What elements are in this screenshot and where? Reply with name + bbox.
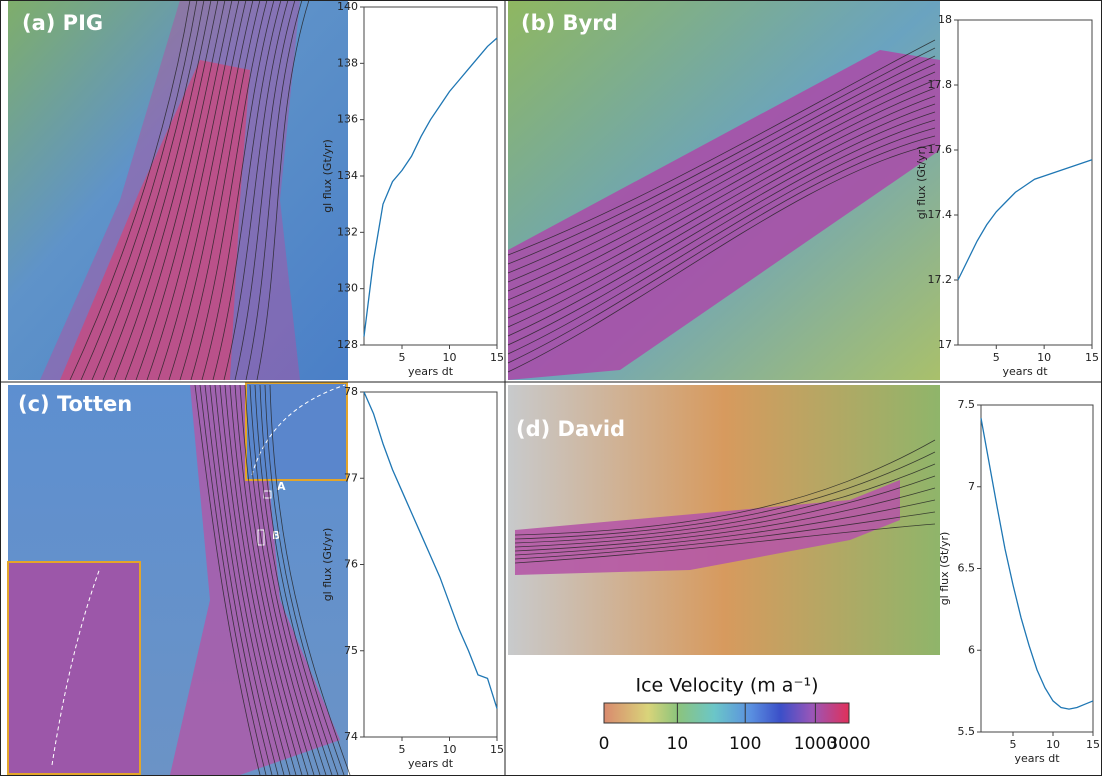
annotation: A	[277, 480, 286, 493]
y-tick-label: 132	[337, 225, 358, 238]
panel-title: (a) PIG	[22, 11, 103, 35]
y-tick-label: 134	[337, 169, 358, 182]
x-tick-label: 10	[1046, 738, 1060, 751]
x-tick-label: 10	[443, 351, 457, 364]
y-axis-label: gl flux (Gt/yr)	[321, 528, 334, 602]
y-tick-label: 74	[344, 730, 358, 743]
x-tick-label: 10	[1037, 351, 1051, 364]
y-tick-label: 138	[337, 56, 358, 69]
plot-area	[958, 20, 1092, 345]
y-tick-label: 78	[344, 385, 358, 398]
x-axis-label: years dt	[1014, 752, 1060, 765]
colorbar-tick-label: 3000	[827, 734, 870, 754]
x-tick-label: 15	[1086, 738, 1100, 751]
x-tick-label: 10	[443, 743, 457, 756]
y-axis-label: gl flux (Gt/yr)	[915, 146, 928, 220]
y-tick-label: 7.5	[958, 398, 976, 411]
colorbar	[604, 703, 849, 723]
x-tick-label: 15	[490, 743, 504, 756]
colorbar-tick-label: 0	[599, 734, 610, 754]
x-tick-label: 15	[490, 351, 504, 364]
y-tick-label: 130	[337, 282, 358, 295]
y-axis-label: gl flux (Gt/yr)	[938, 532, 951, 606]
y-tick-label: 6.5	[958, 562, 976, 575]
y-tick-label: 76	[344, 558, 358, 571]
map-a	[8, 0, 348, 380]
y-tick-label: 17.2	[928, 273, 953, 286]
panel-title: (b) Byrd	[521, 11, 618, 35]
x-axis-label: years dt	[408, 365, 454, 378]
y-tick-label: 128	[337, 338, 358, 351]
y-tick-label: 77	[344, 471, 358, 484]
plot-area	[981, 405, 1093, 732]
x-tick-label: 15	[1085, 351, 1099, 364]
y-tick-label: 136	[337, 113, 358, 126]
x-axis-label: years dt	[1002, 365, 1048, 378]
plot-area	[364, 392, 497, 737]
x-tick-label: 5	[1010, 738, 1017, 751]
map-b	[508, 0, 940, 380]
colorbar-tick-label: 10	[667, 734, 689, 754]
y-tick-label: 6	[968, 643, 975, 656]
figure: A B (a) PIG (b) Byrd (c) Totten (d) Davi…	[0, 0, 1102, 776]
y-tick-label: 17.8	[928, 78, 953, 91]
panel-title: (d) David	[516, 417, 625, 441]
x-axis-label: years dt	[408, 757, 454, 770]
y-tick-label: 75	[344, 644, 358, 657]
x-tick-label: 5	[399, 351, 406, 364]
plot-area	[364, 7, 497, 345]
y-tick-label: 17.4	[928, 208, 953, 221]
y-tick-label: 17	[938, 338, 952, 351]
y-tick-label: 7	[968, 480, 975, 493]
colorbar-title: Ice Velocity (m a⁻¹)	[635, 675, 818, 697]
inset-b	[8, 562, 140, 774]
y-tick-label: 5.5	[958, 725, 976, 738]
colorbar-tick-label: 100	[729, 734, 761, 754]
map-c: A B	[8, 383, 348, 775]
x-tick-label: 5	[993, 351, 1000, 364]
panel-title: (c) Totten	[18, 392, 132, 416]
x-tick-label: 5	[399, 743, 406, 756]
y-axis-label: gl flux (Gt/yr)	[321, 139, 334, 213]
y-tick-label: 140	[337, 0, 358, 13]
y-tick-label: 17.6	[928, 143, 953, 156]
y-tick-label: 18	[938, 13, 952, 26]
